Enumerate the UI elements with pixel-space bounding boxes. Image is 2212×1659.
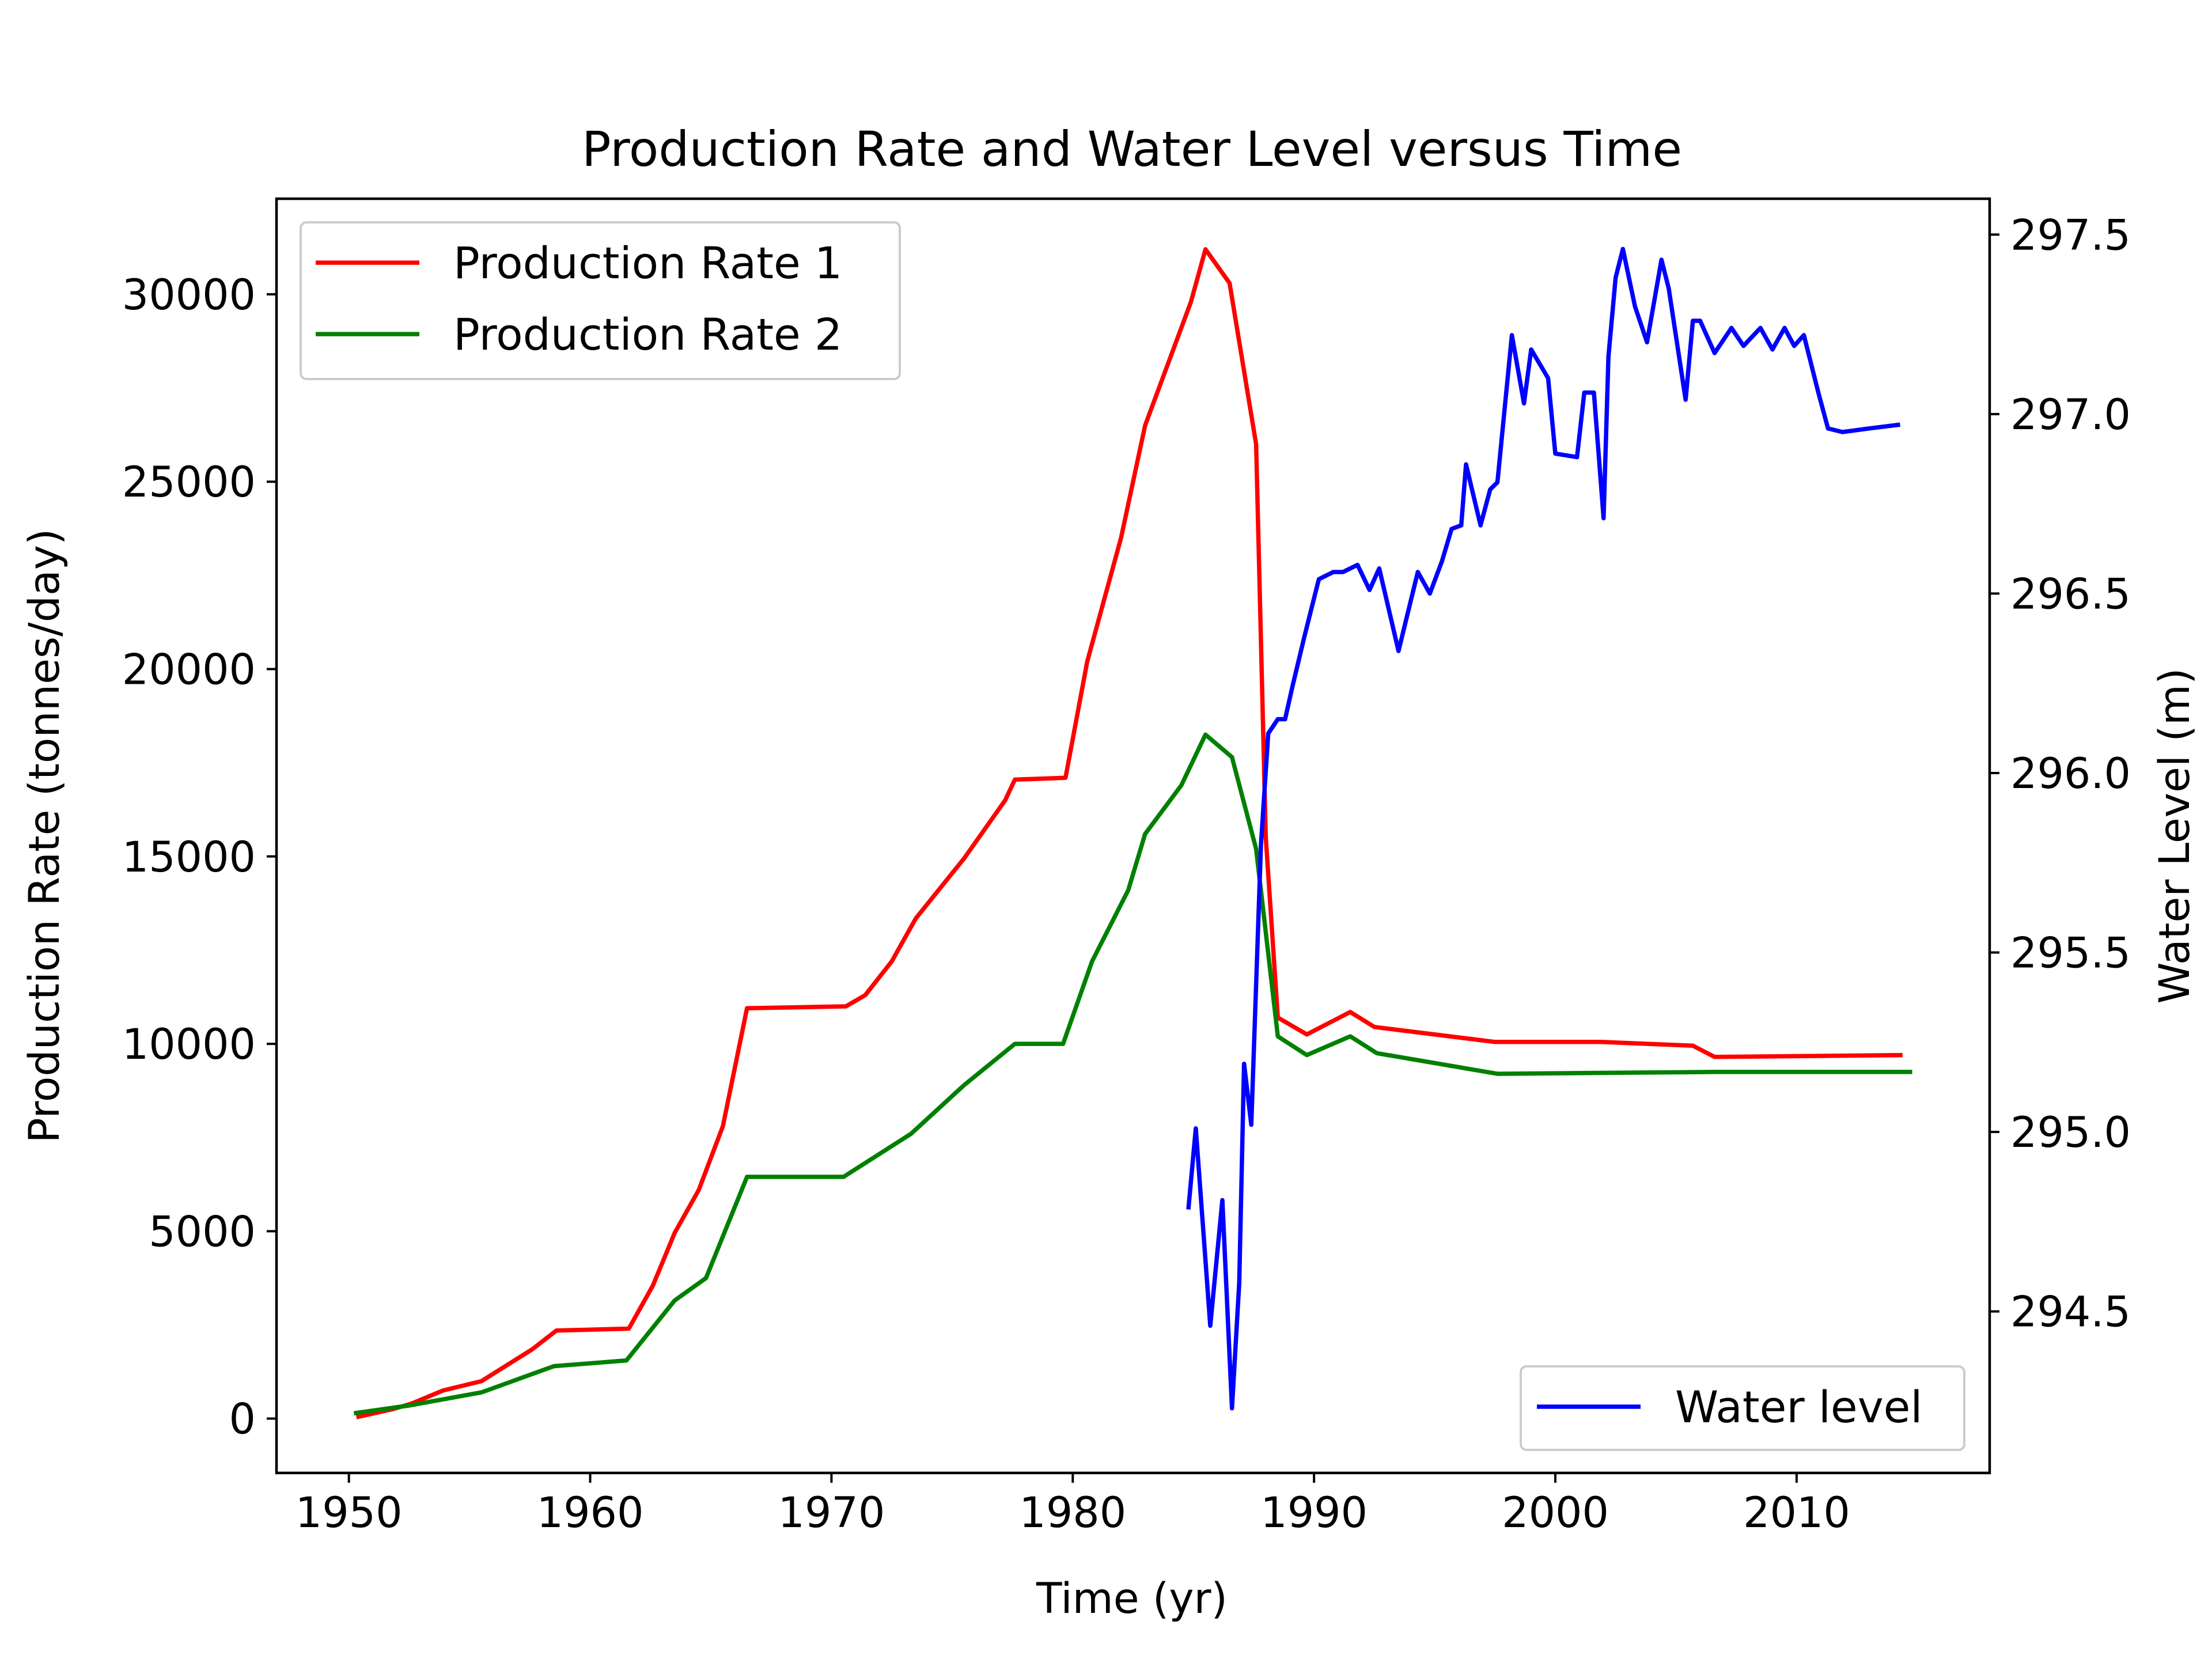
y-axis-label-right: Water Level (m) xyxy=(2150,668,2199,1004)
legend-label-production-rate-2: Production Rate 2 xyxy=(453,309,842,360)
y-axis-label-left: Production Rate (tonnes/day) xyxy=(20,529,69,1143)
x-tick-label: 1970 xyxy=(778,1488,885,1537)
series-layer xyxy=(353,247,1912,1419)
y-axis-right-ticks: 294.5 295.0 295.5 296.0 296.5 297.0 297.5 xyxy=(1990,211,2131,1337)
y-left-tick-label: 30000 xyxy=(122,271,256,320)
series-line-production-rate-2 xyxy=(353,732,1912,1416)
y-axis-left-ticks: 0 5000 10000 15000 20000 25000 30000 xyxy=(122,271,276,1444)
legend-production: Production Rate 1 Production Rate 2 xyxy=(300,221,901,380)
y-left-tick-label: 25000 xyxy=(122,458,256,507)
y-left-tick-label: 15000 xyxy=(122,833,256,882)
legend-label-production-rate-1: Production Rate 1 xyxy=(453,237,842,289)
plot-frame xyxy=(275,197,1991,1475)
series-line-water-level xyxy=(1186,247,1900,1411)
legend-water-frame xyxy=(1520,1365,1965,1451)
y-right-tick-label: 296.5 xyxy=(2010,570,2131,619)
series-line-production-rate-1 xyxy=(355,247,1903,1419)
chart-title: Production Rate and Water Level versus T… xyxy=(582,121,1682,177)
y-right-tick-label: 294.5 xyxy=(2010,1288,2131,1337)
y-right-tick-label: 297.5 xyxy=(2010,211,2131,260)
y-left-tick-label: 0 xyxy=(229,1395,256,1444)
y-right-tick-label: 296.0 xyxy=(2010,749,2131,798)
y-left-tick-label: 20000 xyxy=(122,645,256,694)
x-tick-label: 1980 xyxy=(1019,1488,1126,1537)
y-right-tick-label: 297.0 xyxy=(2010,391,2131,440)
x-tick-label: 1960 xyxy=(537,1488,644,1537)
legend-production-frame xyxy=(300,221,901,380)
x-axis-ticks: 1950 1960 1970 1980 1990 2000 2010 xyxy=(296,1473,1850,1537)
x-tick-label: 1990 xyxy=(1260,1488,1368,1537)
x-tick-label: 2000 xyxy=(1502,1488,1609,1537)
y-left-tick-label: 5000 xyxy=(149,1207,256,1256)
x-axis-label: Time (yr) xyxy=(1036,1574,1228,1623)
y-right-tick-label: 295.0 xyxy=(2010,1108,2131,1157)
y-left-tick-label: 10000 xyxy=(122,1020,256,1069)
legend-label-water-level: Water level xyxy=(1675,1381,1923,1433)
legend-water: Water level xyxy=(1520,1365,1965,1451)
y-right-tick-label: 295.5 xyxy=(2010,929,2131,978)
x-tick-label: 2010 xyxy=(1743,1488,1850,1537)
x-tick-label: 1950 xyxy=(296,1488,403,1537)
